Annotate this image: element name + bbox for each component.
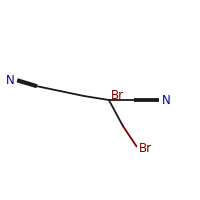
Text: Br: Br bbox=[111, 89, 124, 102]
Text: N: N bbox=[162, 94, 171, 106]
Text: Br: Br bbox=[138, 142, 152, 155]
Text: N: N bbox=[5, 74, 14, 87]
